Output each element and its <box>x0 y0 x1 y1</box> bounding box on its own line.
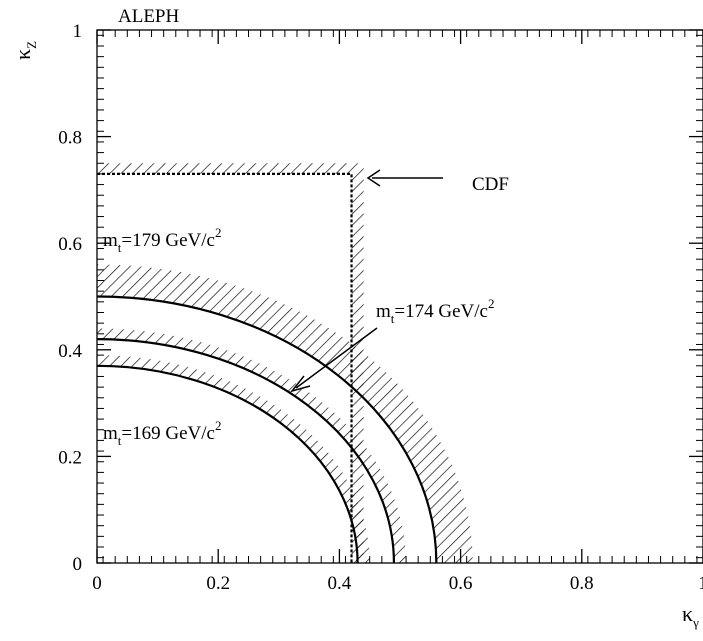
x-tick-label: 0.8 <box>570 573 594 594</box>
hatch-layer <box>97 163 473 563</box>
y-tick-label: 0.2 <box>58 447 82 468</box>
x-tick-label: 0.4 <box>328 573 352 594</box>
curve-mt169gevc2 <box>96 364 359 564</box>
y-tick-label: 0 <box>73 554 83 575</box>
x-tick-label: 1 <box>698 573 703 594</box>
annotation-mt169: mt=169 GeV/c2 <box>103 418 221 448</box>
x-tick-label: 0 <box>92 573 102 594</box>
x-tick-label: 0.2 <box>206 573 230 594</box>
tick-label-layer: 0 0.2 0.4 0.6 0.8 1 0 0.2 0.4 0.6 0.8 1 <box>58 21 703 594</box>
annotation-mt174: mt=174 GeV/c2 <box>376 296 494 326</box>
annotation-mt179: mt=179 GeV/c2 <box>103 225 221 255</box>
curve-mt174gevc2 <box>96 338 396 564</box>
hatch-band-mt169gevc2 <box>97 355 370 563</box>
y-tick-label: 0.6 <box>58 234 82 255</box>
y-tick-label: 0.8 <box>58 128 82 149</box>
arrow-mt174 <box>295 327 378 389</box>
curve-mt179gevc2 <box>96 295 438 564</box>
annotation-cdf: CDF <box>472 174 509 195</box>
hatch-band-cdf-horizontal <box>97 163 364 174</box>
arrow-mt174-head <box>289 375 311 393</box>
arrow-cdf-head <box>366 169 381 187</box>
curve-layer <box>96 172 438 564</box>
chart-title: ALEPH <box>118 6 180 27</box>
plot-frame <box>96 29 703 564</box>
y-tick-label: 1 <box>73 21 83 42</box>
y-axis-title: κZ <box>10 41 39 60</box>
hatch-band-cdf-vertical <box>351 173 364 563</box>
tick-layer <box>96 29 703 564</box>
x-tick-label: 0.6 <box>449 573 473 594</box>
x-axis-title: κγ <box>682 601 699 630</box>
y-tick-label: 0.4 <box>58 341 82 362</box>
